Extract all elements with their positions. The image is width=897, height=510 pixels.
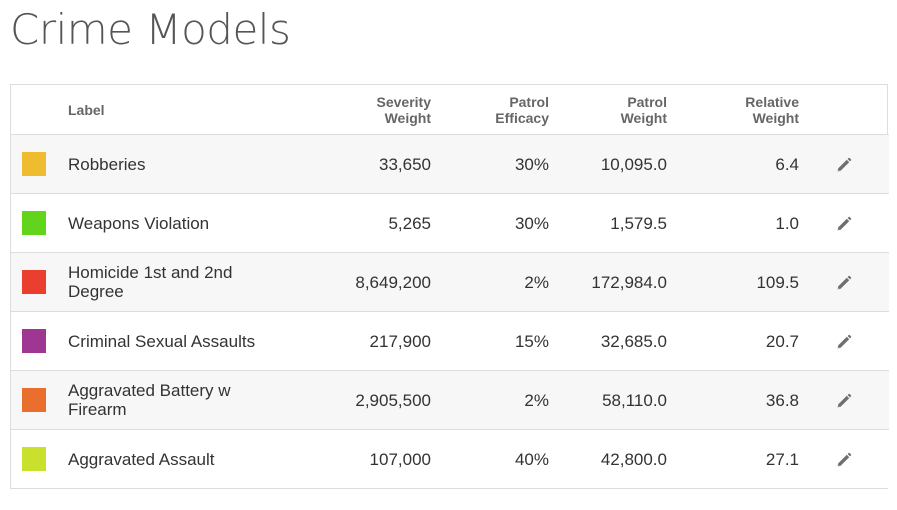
crime-label: Robberies	[68, 134, 283, 194]
color-swatch	[22, 388, 46, 412]
color-cell	[11, 311, 68, 371]
patrol-efficacy-value: 2%	[431, 252, 549, 312]
pencil-icon[interactable]	[835, 156, 853, 174]
pencil-icon[interactable]	[835, 451, 853, 469]
crime-label: Criminal Sexual Assaults	[68, 311, 283, 371]
table-row: Aggravated Assault 107,000 40% 42,800.0 …	[11, 429, 889, 488]
patrol-efficacy-value: 40%	[431, 429, 549, 488]
color-swatch	[22, 447, 46, 471]
patrol-efficacy-value: 15%	[431, 311, 549, 371]
severity-weight-value: 33,650	[283, 134, 431, 194]
table-row: Weapons Violation 5,265 30% 1,579.5 1.0	[11, 193, 889, 253]
color-swatch	[22, 329, 46, 353]
relative-weight-value: 36.8	[667, 370, 799, 430]
page-title: Crime Models	[10, 5, 291, 54]
table-row: Criminal Sexual Assaults 217,900 15% 32,…	[11, 311, 889, 371]
edit-cell	[799, 370, 889, 430]
patrol-weight-value: 32,685.0	[549, 311, 667, 371]
edit-cell	[799, 134, 889, 194]
header-label: Label	[68, 85, 283, 135]
header-severity-weight: Severity Weight	[283, 85, 431, 135]
severity-weight-value: 2,905,500	[283, 370, 431, 430]
patrol-weight-value: 1,579.5	[549, 193, 667, 253]
table-row: Robberies 33,650 30% 10,095.0 6.4	[11, 134, 889, 194]
crime-label: Homicide 1st and 2nd Degree	[68, 252, 283, 312]
pencil-icon[interactable]	[835, 392, 853, 410]
header-patrol-efficacy: Patrol Efficacy	[431, 85, 549, 135]
color-cell	[11, 193, 68, 253]
crime-label: Aggravated Assault	[68, 429, 283, 488]
color-cell	[11, 429, 68, 488]
header-edit	[799, 85, 889, 135]
edit-cell	[799, 311, 889, 371]
relative-weight-value: 1.0	[667, 193, 799, 253]
relative-weight-value: 109.5	[667, 252, 799, 312]
header-patrol-weight: Patrol Weight	[549, 85, 667, 135]
pencil-icon[interactable]	[835, 274, 853, 292]
pencil-icon[interactable]	[835, 333, 853, 351]
header-color	[11, 85, 68, 135]
table-body: Robberies 33,650 30% 10,095.0 6.4 Weapon…	[11, 134, 889, 488]
crime-label: Weapons Violation	[68, 193, 283, 253]
patrol-efficacy-value: 30%	[431, 193, 549, 253]
pencil-icon[interactable]	[835, 215, 853, 233]
relative-weight-value: 20.7	[667, 311, 799, 371]
table-row: Homicide 1st and 2nd Degree 8,649,200 2%…	[11, 252, 889, 312]
patrol-weight-value: 172,984.0	[549, 252, 667, 312]
table-row: Aggravated Battery w Firearm 2,905,500 2…	[11, 370, 889, 430]
severity-weight-value: 217,900	[283, 311, 431, 371]
edit-cell	[799, 429, 889, 488]
edit-cell	[799, 252, 889, 312]
severity-weight-value: 5,265	[283, 193, 431, 253]
header-relative-weight: Relative Weight	[667, 85, 799, 135]
color-swatch	[22, 270, 46, 294]
color-swatch	[22, 211, 46, 235]
color-cell	[11, 252, 68, 312]
relative-weight-value: 6.4	[667, 134, 799, 194]
color-swatch	[22, 152, 46, 176]
crime-models-table: Label Severity Weight Patrol Efficacy Pa…	[10, 84, 889, 489]
severity-weight-value: 107,000	[283, 429, 431, 488]
edit-cell	[799, 193, 889, 253]
patrol-weight-value: 10,095.0	[549, 134, 667, 194]
crime-label: Aggravated Battery w Firearm	[68, 370, 283, 430]
color-cell	[11, 134, 68, 194]
patrol-weight-value: 42,800.0	[549, 429, 667, 488]
patrol-efficacy-value: 2%	[431, 370, 549, 430]
relative-weight-value: 27.1	[667, 429, 799, 488]
table-header: Label Severity Weight Patrol Efficacy Pa…	[11, 85, 889, 135]
patrol-weight-value: 58,110.0	[549, 370, 667, 430]
patrol-efficacy-value: 30%	[431, 134, 549, 194]
severity-weight-value: 8,649,200	[283, 252, 431, 312]
color-cell	[11, 370, 68, 430]
